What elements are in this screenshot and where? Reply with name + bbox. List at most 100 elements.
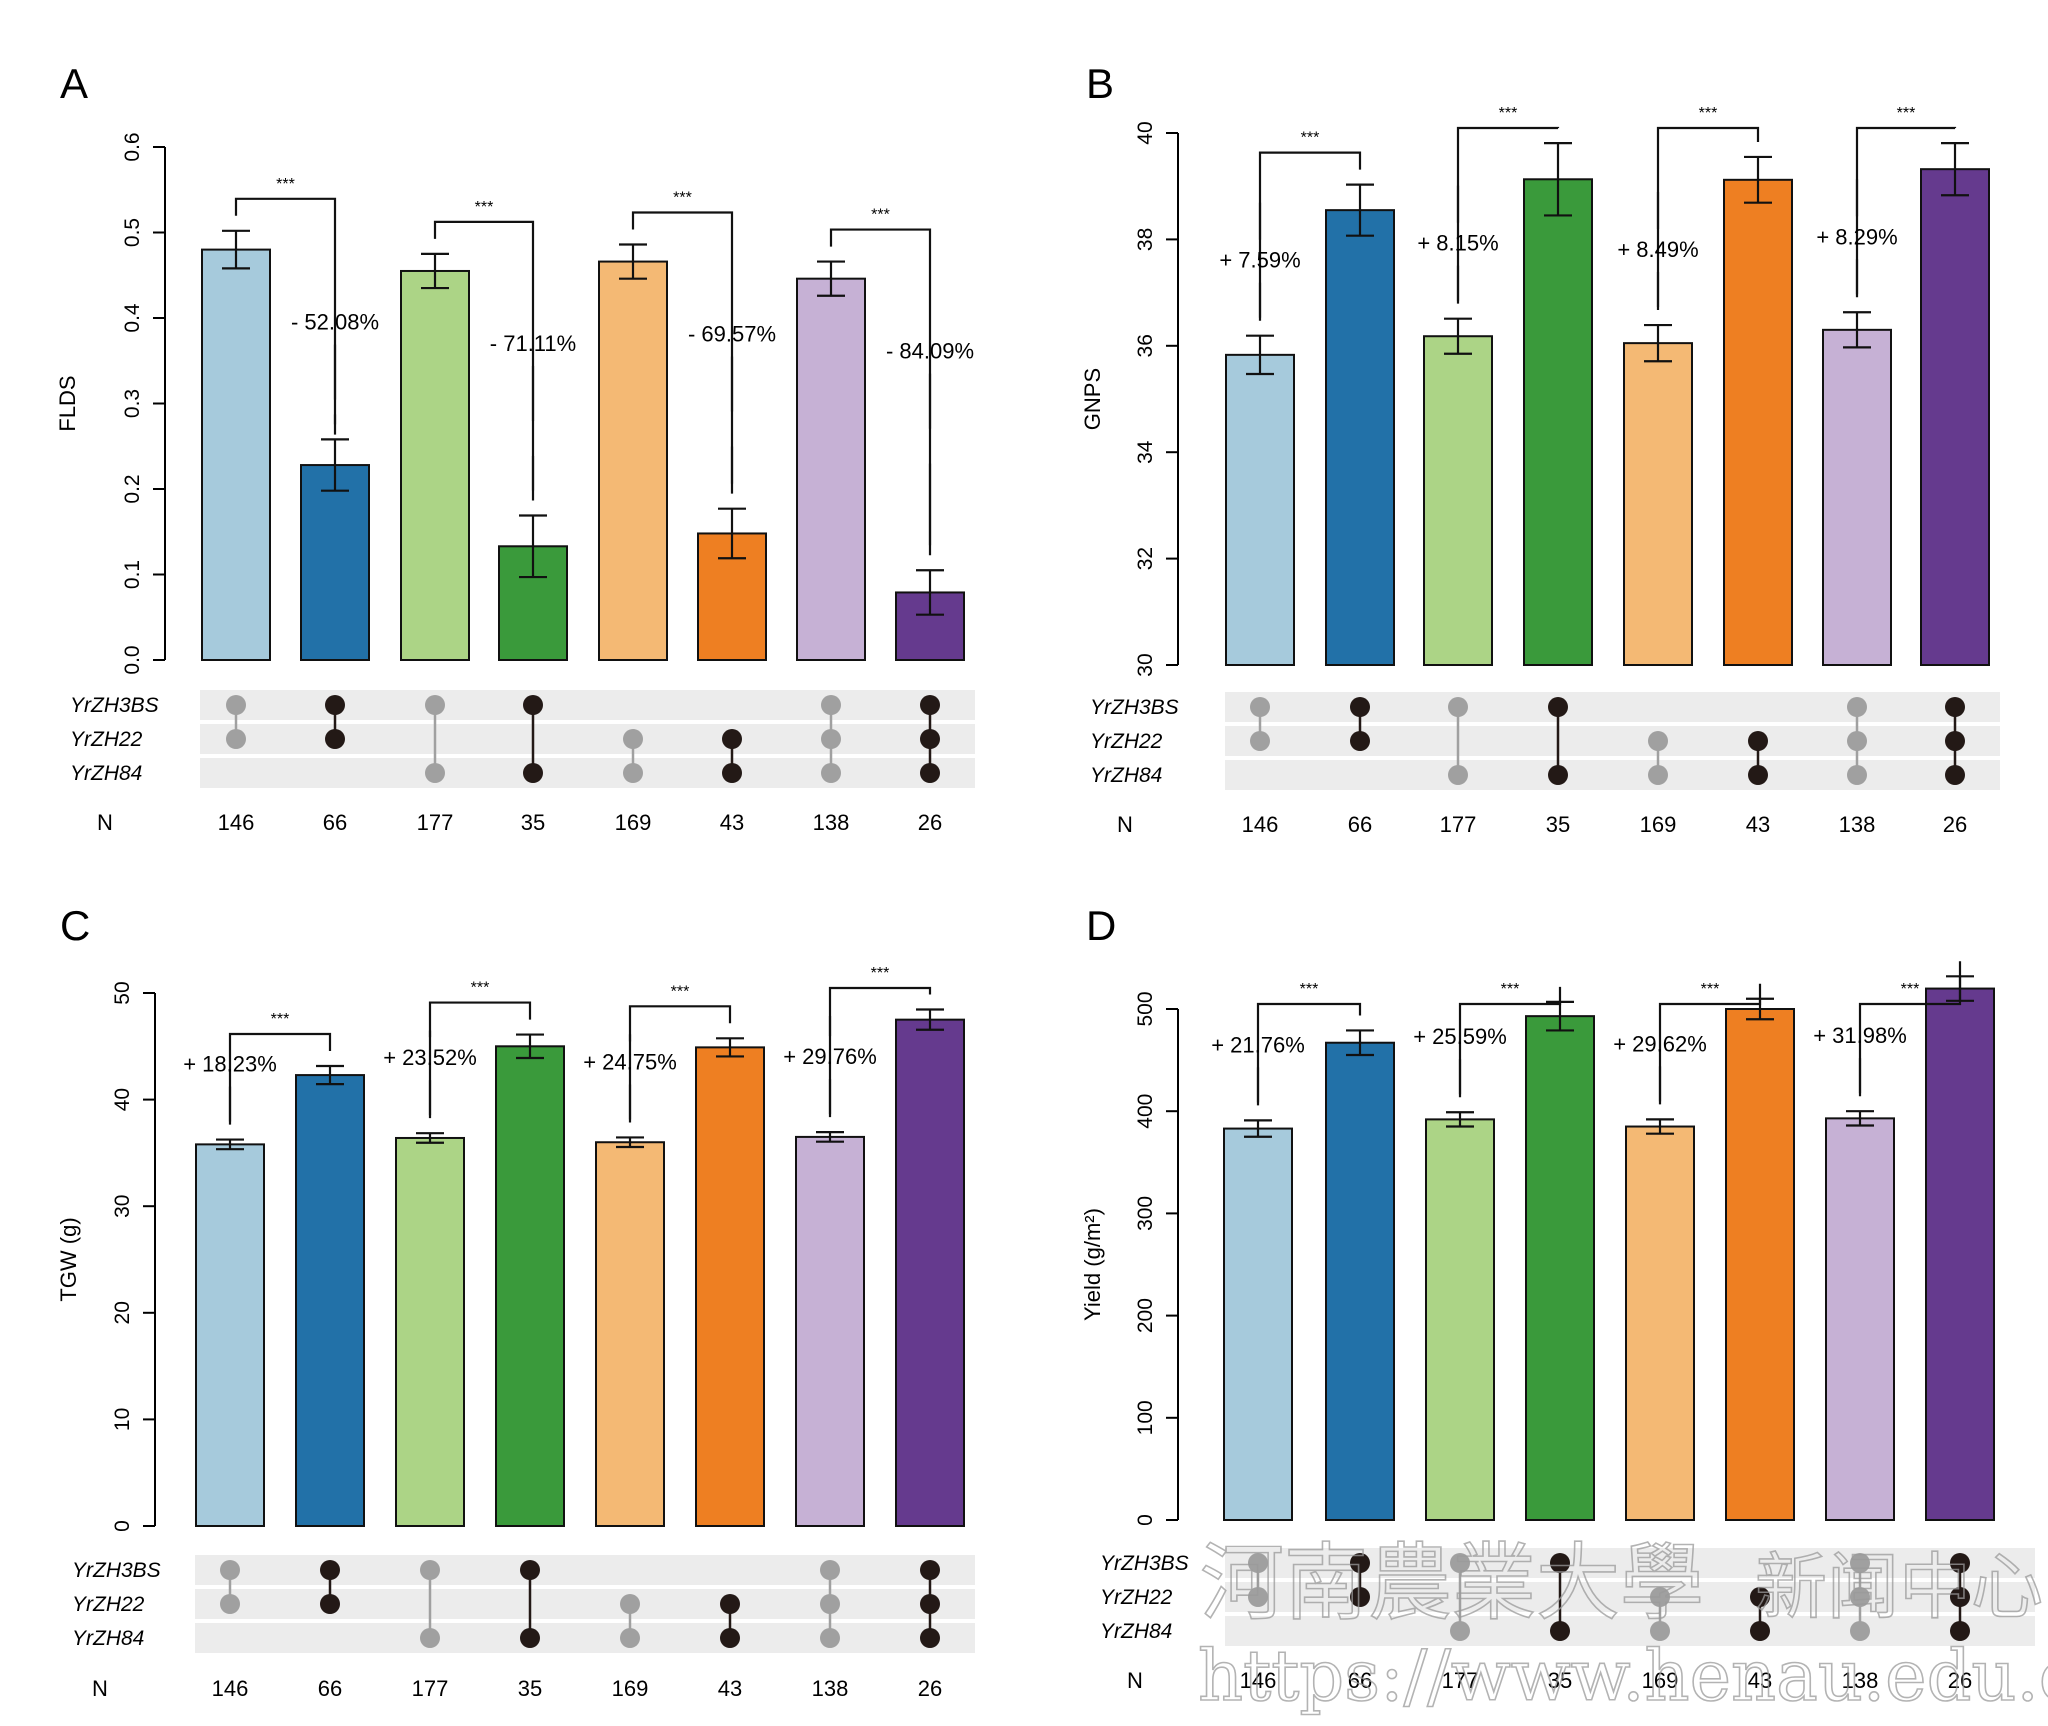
n-label: N [97,810,113,835]
significance-stars: *** [471,980,490,997]
genotype-dot [1850,1553,1870,1573]
gene-label: YrZH22 [72,1593,145,1616]
panel-c-tgw-chart: C 0 10 20 30 40 50 TGW (g) *** + 18.23% *** + 23.52… [56,902,975,1701]
significance-stars: *** [1897,105,1916,122]
significance-bracket [1256,1002,1362,1106]
gene-label: YrZH84 [70,762,142,785]
n-count: 138 [1839,812,1876,837]
genotype-dot [1450,1553,1470,1573]
y-tick-label: 0.3 [121,389,144,418]
genotype-dot [820,1628,840,1648]
y-tick-label: 0.5 [121,218,144,247]
bar [1822,328,1892,666]
genotype-dot [1548,697,1568,717]
n-count: 177 [412,1676,449,1701]
y-tick-label: 0.6 [121,132,144,161]
genotype-dot [1650,1621,1670,1641]
panel-label: C [60,902,90,949]
y-tick-label: 40 [1134,121,1157,144]
y-tick-label: 0.4 [121,303,144,333]
n-count: 35 [518,1676,542,1701]
n-count: 146 [218,810,255,835]
genotype-dot [920,695,940,715]
genotype-dot [1850,1587,1870,1607]
genotype-dot [1448,697,1468,717]
genotype-row-background [200,724,975,754]
genotype-row-background [195,1589,975,1619]
genotype-dot [220,1560,240,1580]
panel-a-flds-chart: A 0.0 0.1 0.2 0.3 0.4 0.5 0.6 FLDS *** - 52.08% ***… [55,60,975,835]
bar [1325,209,1395,666]
y-tick-label: 10 [111,1408,134,1431]
genotype-dot [220,1594,240,1614]
genotype-dot [1847,697,1867,717]
genotype-row-background [1225,692,2000,722]
watermark-university-name: 河南農業大學 [1200,1534,1704,1632]
n-count: 35 [1548,1668,1572,1693]
n-count: 169 [612,1676,649,1701]
gene-label: YrZH3BS [72,1559,161,1582]
n-count: 146 [1240,1668,1277,1693]
n-count: 138 [813,810,850,835]
y-tick-label: 50 [111,981,134,1004]
y-tick-label: 0 [111,1520,134,1532]
significance-stars: *** [671,983,690,1000]
significance-stars: *** [1699,105,1718,122]
genotype-dot [320,1560,340,1580]
n-label: N [92,1676,108,1701]
n-count: 26 [918,810,942,835]
genotype-row-background [1225,1616,2035,1646]
genotype-dot [226,695,246,715]
genotype-dot [821,763,841,783]
y-tick-label: 38 [1134,228,1157,251]
n-count: 146 [212,1676,249,1701]
n-count: 43 [718,1676,742,1701]
panel-label: D [1086,902,1116,949]
genotype-dot [920,763,940,783]
genotype-dot [520,1628,540,1648]
significance-stars: *** [475,199,494,216]
genotype-dot [1650,1587,1670,1607]
bar [1523,178,1593,666]
significance-stars: *** [1501,981,1520,998]
significance-stars: *** [1301,130,1320,147]
bar [1325,1041,1395,1521]
genotype-dot [920,1560,940,1580]
genotype-dot [720,1594,740,1614]
gene-label: YrZH3BS [1100,1552,1189,1575]
watermark-news-center: 新闻中心 [1755,1545,2043,1629]
significance-bracket [433,220,535,501]
n-label: N [1127,1668,1143,1693]
genotype-dot [1350,731,1370,751]
y-tick-label: 0 [1134,1514,1157,1526]
gene-label: YrZH84 [1090,764,1162,787]
genotype-dot [820,1594,840,1614]
y-axis-title: GNPS [1080,368,1105,430]
genotype-dot [1950,1553,1970,1573]
n-count: 66 [318,1676,342,1701]
significance-stars: *** [1499,105,1518,122]
gene-label: YrZH22 [1090,730,1163,753]
n-count: 43 [1748,1668,1772,1693]
significance-bracket [234,197,337,425]
y-tick-label: 30 [111,1195,134,1218]
genotype-dot [821,729,841,749]
genotype-dot [226,729,246,749]
y-tick-label: 36 [1134,334,1157,357]
significance-bracket [628,1005,732,1123]
panel-d-yield-chart: D 0 100 200 300 400 500 Yield (g/m²) *** + 21.76%… [1080,902,2035,1693]
n-count: 26 [1943,812,1967,837]
genotype-dot [1648,765,1668,785]
bar [895,1018,965,1528]
genotype-dot [1945,765,1965,785]
genotype-dot [1550,1553,1570,1573]
n-count: 66 [1348,812,1372,837]
y-axis-title: FLDS [55,375,80,431]
n-count: 26 [918,1676,942,1701]
significance-bracket [828,986,932,1118]
bar [1825,1117,1895,1521]
n-count: 169 [1640,812,1677,837]
genotype-dot [523,763,543,783]
y-tick-label: 0.1 [121,560,144,589]
change-percent-label: + 24.75% [583,1049,677,1074]
